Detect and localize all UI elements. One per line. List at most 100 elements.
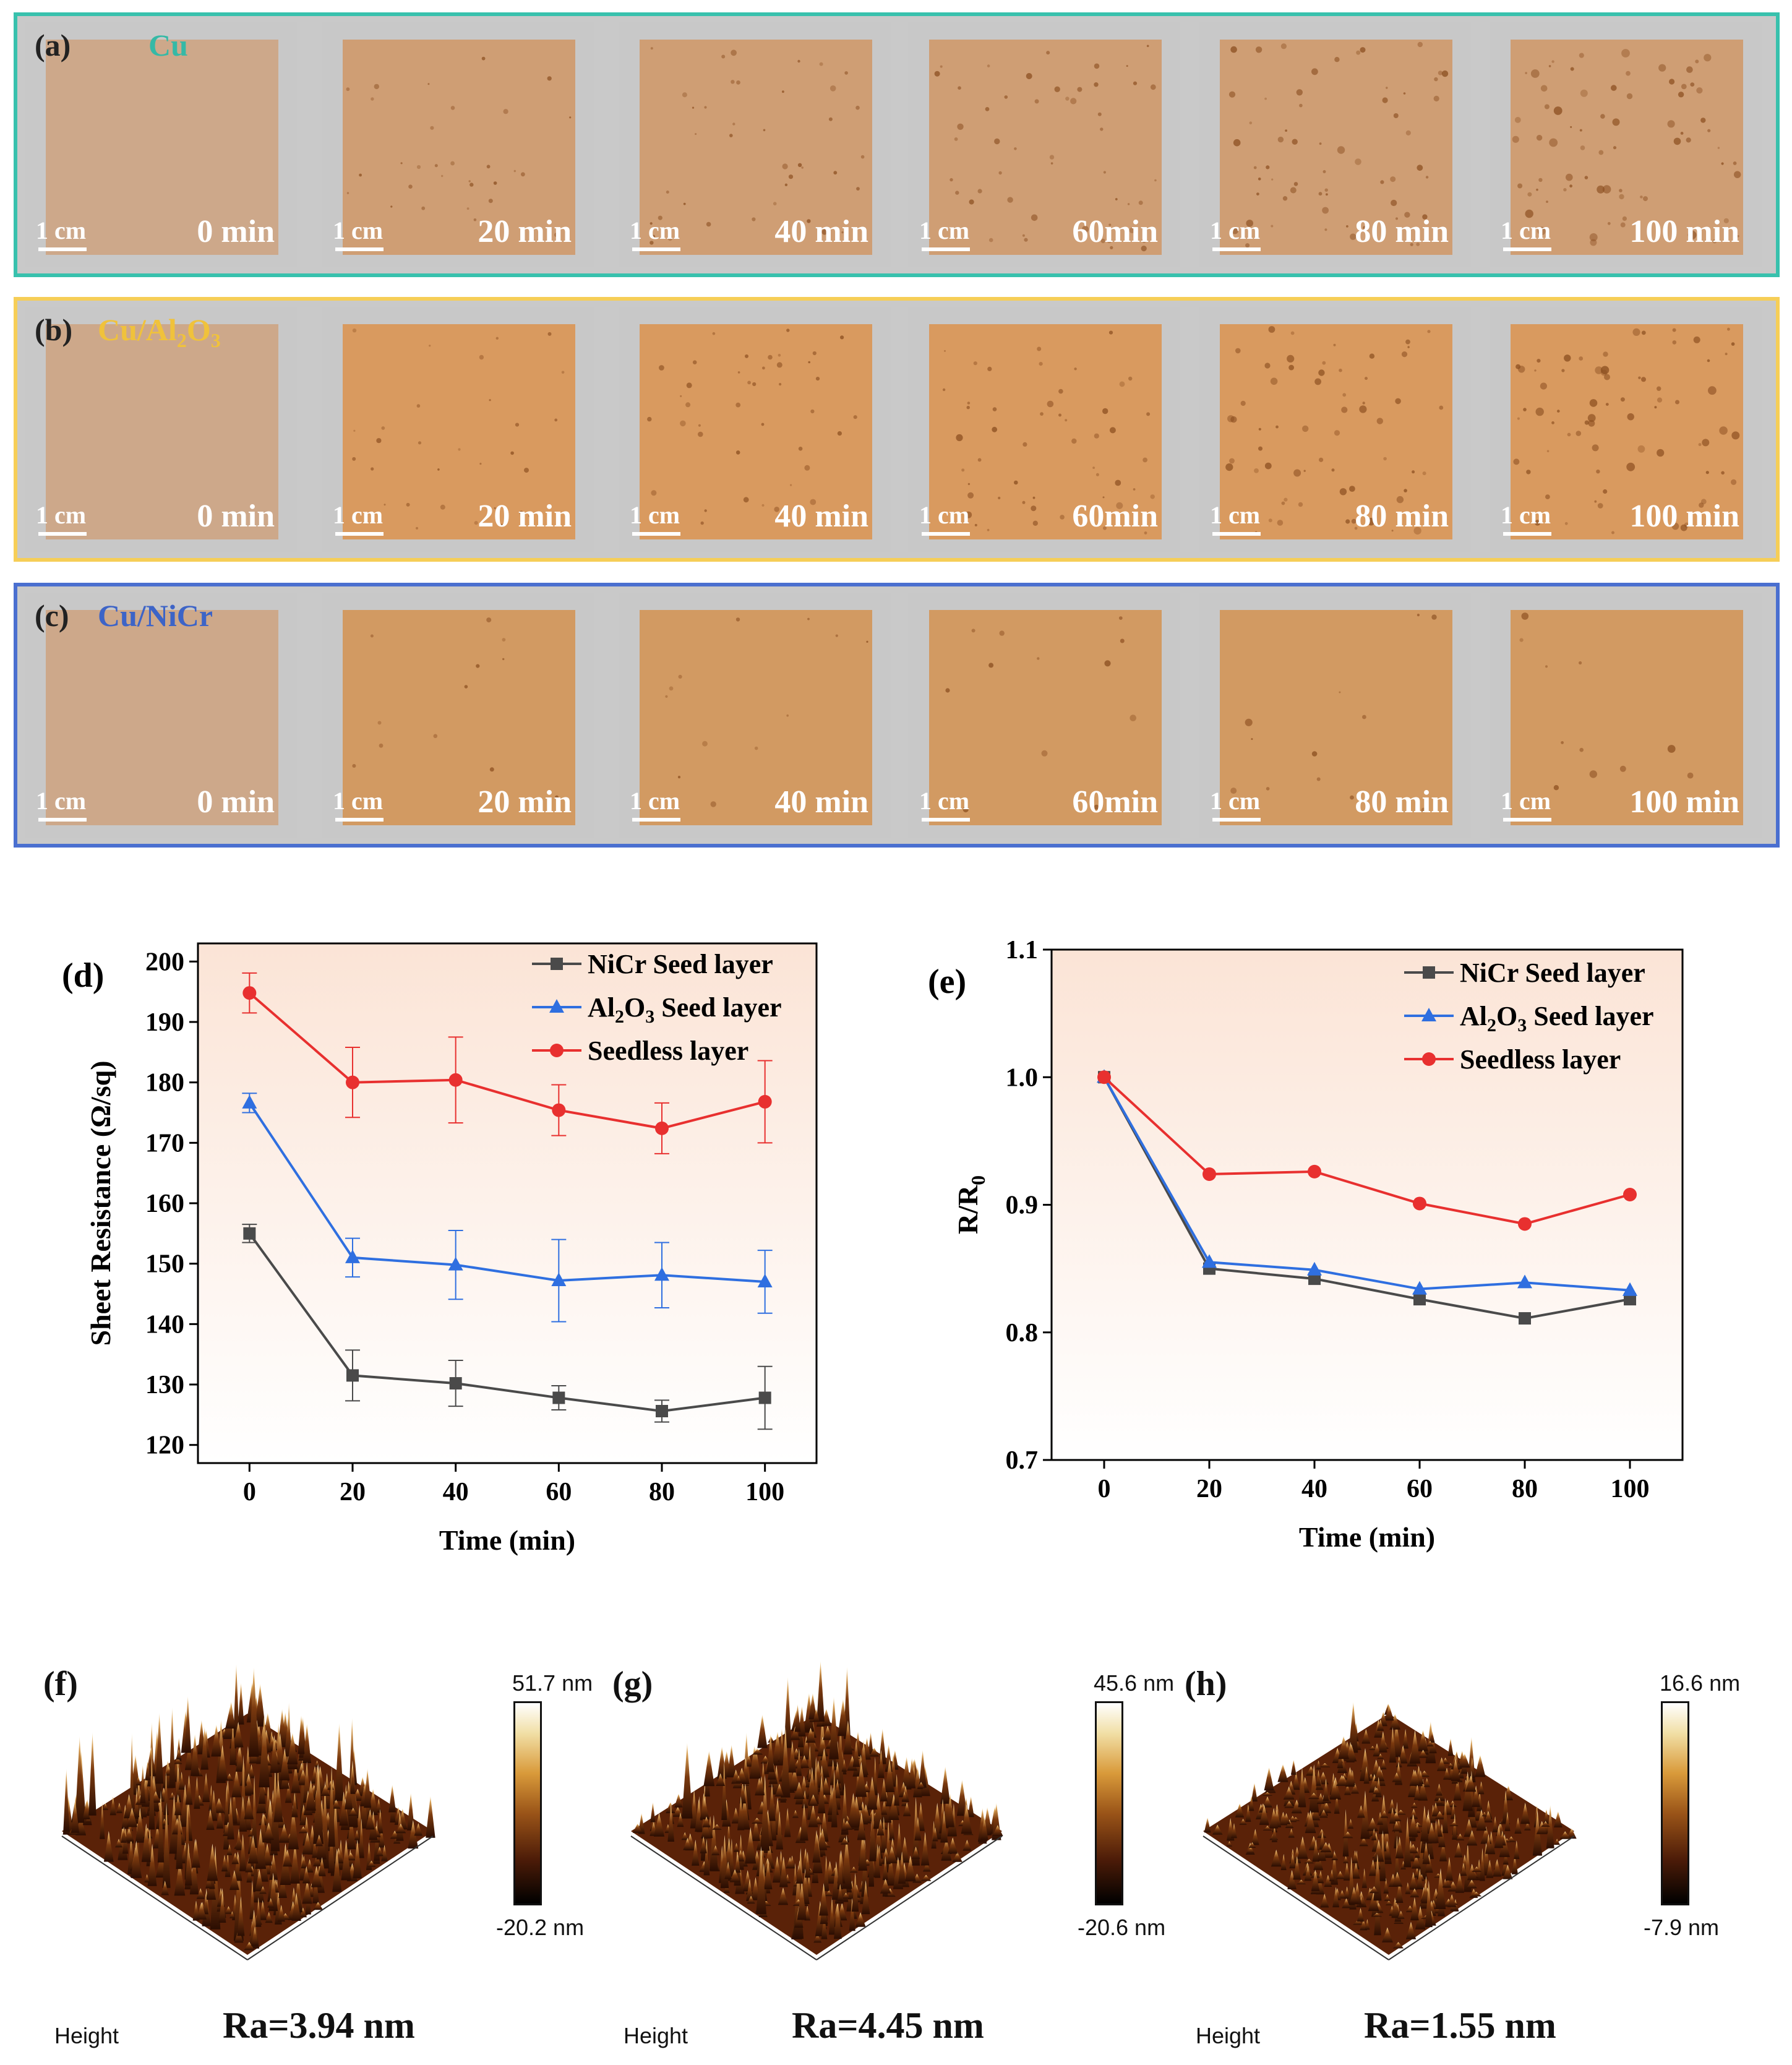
afm-peak [797,1881,807,1920]
marker-circle [1422,1052,1436,1066]
series-0 [1098,1071,1636,1325]
copper-sample [640,324,872,539]
sample-photo: 1 cm 60min [908,22,1180,267]
afm-peak [364,1768,372,1808]
afm-peak [233,1722,244,1748]
afm-peak [1514,1840,1520,1860]
marker-circle [346,1075,359,1089]
afm-peak [900,1837,909,1863]
marker-square [1423,966,1435,979]
afm-peak [1369,1746,1376,1750]
afm-peak [1353,1920,1364,1925]
copper-sample [1511,610,1743,825]
afm-peak [841,1818,847,1831]
legend: NiCr Seed layer Al2O3 Seed layer Seedless … [532,949,782,1066]
afm-peak [1395,1880,1404,1903]
afm-peak [875,1844,881,1878]
afm-peak [163,1772,169,1815]
afm-peak [255,1869,264,1892]
afm-peak [388,1784,397,1813]
afm-peak [749,1745,760,1779]
afm-peak [961,1804,972,1834]
y-tick-label: 200 [145,948,184,976]
afm-peak [1367,1818,1378,1831]
afm-peak [1231,1823,1237,1839]
copper-sample [1220,40,1452,255]
afm-peak [776,1811,783,1850]
scale-bar [1212,532,1261,536]
y-tick-label: 0.8 [1006,1319,1039,1347]
afm-peak [878,1749,885,1778]
legend-label: Al2O3 Seed layer [1460,1001,1654,1036]
afm-peak [1395,1756,1402,1767]
y-tick-label: 1.1 [1006,936,1039,964]
afm-peak [407,1793,415,1831]
afm-peak [1503,1850,1509,1865]
sample-photo: 1 cm 20 min [322,22,594,267]
scale-label: 1 cm [630,787,680,815]
y-tick-label: 190 [145,1008,184,1037]
sample-photo: 1 cm 40 min [619,22,891,267]
afm-peak [1357,1805,1365,1818]
afm-peak [299,1826,308,1834]
afm-peak [1251,1782,1258,1801]
sample-photo: 1 cm 20 min [322,593,594,838]
afm-peak [919,1749,927,1788]
panel-letter: (b) [35,312,73,347]
afm-peak [189,1851,199,1895]
afm-peak [882,1856,888,1881]
afm-peak [1369,1886,1379,1894]
afm-peak [341,1839,351,1881]
scale-label: 1 cm [1501,787,1551,815]
afm-peak [948,1837,958,1854]
afm-peak [71,1799,80,1833]
afm-peak [1453,1777,1462,1801]
afm-peak [1417,1770,1424,1785]
afm-peak [115,1839,122,1848]
afm-peak [756,1846,766,1915]
marker-square [243,1227,256,1240]
afm-peak [823,1725,833,1740]
afm-peak [291,1763,301,1793]
sample-photo: 1 cm 60min [908,307,1180,552]
afm-peak [1392,1942,1404,1949]
afm-peak [375,1798,382,1813]
afm-peak [802,1736,810,1759]
afm-peak [1283,1787,1295,1800]
afm-peak [280,1748,290,1780]
afm-peak [285,1782,292,1803]
afm-peak [1239,1819,1247,1825]
scale-bar [632,532,680,536]
oxidation-spots [665,617,868,807]
oxidation-spots [1230,614,1437,813]
afm-surface [630,1660,1003,1960]
afm-peak [771,1802,777,1840]
afm-peak [239,1796,247,1832]
afm-peak [1320,1894,1329,1908]
afm-peak [766,1733,774,1772]
afm-peak [1329,1780,1339,1799]
afm-peak [1475,1754,1486,1777]
afm-peak [381,1845,388,1861]
afm-peak [849,1897,855,1931]
afm-peak [784,1808,791,1837]
marker-circle [1203,1167,1216,1181]
afm-peak [913,1766,922,1798]
afm-peak [911,1847,920,1859]
afm-peak [873,1792,883,1829]
afm-peak [1245,1804,1251,1822]
afm-peak [837,1850,843,1889]
afm-peak [784,1676,792,1748]
photo-row: 1 cm 0 min (c) Cu/NiCr 1 cm 20 min 1 cm 40 min 1… [14,583,1780,848]
scale-bar [38,818,87,822]
afm-peak [1389,1714,1401,1730]
afm-peak [1363,1766,1370,1784]
height-label: Height [54,2023,119,2048]
colorbar [1095,1701,1123,1905]
afm-peak [841,1837,849,1845]
afm-peak [1246,1847,1254,1853]
afm-peak [1436,1784,1443,1796]
y-tick-label: 170 [145,1129,184,1157]
afm-peak [1269,1808,1279,1829]
afm-peak [135,1776,141,1785]
